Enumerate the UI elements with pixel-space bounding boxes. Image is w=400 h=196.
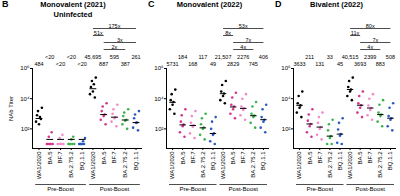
html-text:B: B [2,0,9,9]
svg-text:7x: 7x [372,37,378,43]
svg-text:21,507: 21,507 [215,54,232,60]
svg-text:3693: 3693 [354,61,366,67]
svg-text:WA1/2020: WA1/2020 [36,151,42,179]
svg-text:BQ.1.1: BQ.1.1 [260,151,266,170]
svg-text:117: 117 [198,54,207,60]
svg-text:BA.5: BA.5 [230,151,236,165]
svg-text:10⁴: 10⁴ [20,96,30,102]
svg-text:10⁴: 10⁴ [154,96,164,102]
svg-text:<20: <20 [56,61,65,67]
svg-text:10⁴: 10⁴ [281,96,291,102]
svg-text:11x: 11x [351,30,360,36]
svg-text:<20: <20 [67,54,76,60]
svg-text:131: 131 [315,61,324,67]
html-text:Uninfected: Uninfected [53,9,93,19]
svg-text:53x: 53x [239,23,248,29]
svg-text:406: 406 [259,54,268,60]
svg-text:Post-Boost: Post-Boost [229,186,259,192]
svg-text:<20: <20 [77,61,86,67]
html-text:D: D [275,0,282,9]
svg-text:BQ.1.1: BQ.1.1 [79,151,85,170]
svg-text:508: 508 [386,54,395,60]
svg-text:211: 211 [305,54,314,60]
svg-text:BA.2.75.2: BA.2.75.2 [250,151,256,178]
svg-text:WA1/2020: WA1/2020 [169,151,175,179]
svg-text:745: 745 [249,61,258,67]
svg-text:Post-Boost: Post-Boost [100,186,130,192]
svg-text:4x: 4x [240,44,246,50]
svg-text:BA.2.75.2: BA.2.75.2 [122,151,128,178]
svg-text:168: 168 [188,61,197,67]
svg-text:45: 45 [337,61,343,67]
svg-text:WA1/2020: WA1/2020 [296,151,302,179]
html-text:Monovalent (2022): Monovalent (2022) [176,0,243,9]
svg-text:10²: 10² [155,126,164,132]
svg-text:WA1/2020: WA1/2020 [220,151,226,179]
svg-text:WA1/2020: WA1/2020 [90,151,96,179]
svg-text:484: 484 [34,61,43,67]
svg-text:BA.5: BA.5 [357,151,363,165]
svg-text:Post-Boost: Post-Boost [356,186,386,192]
html-text:Bivalent (2022): Bivalent (2022) [310,0,363,9]
svg-text:10²: 10² [282,126,291,132]
svg-text:BA.2.75.2: BA.2.75.2 [68,151,74,178]
svg-text:10²: 10² [21,126,30,132]
svg-text:184: 184 [178,54,187,60]
svg-text:NAb Titer: NAb Titer [8,96,14,121]
html-text:Monovalent (2021): Monovalent (2021) [40,0,106,9]
svg-text:BQ.1.1: BQ.1.1 [387,151,393,170]
svg-text:BF.7: BF.7 [240,151,246,164]
svg-text:BQ.1.1: BQ.1.1 [337,151,343,170]
svg-text:10⁶: 10⁶ [20,65,30,71]
svg-text:3x: 3x [117,37,123,43]
svg-text:883: 883 [376,61,385,67]
svg-text:2829: 2829 [227,61,239,67]
svg-text:5731: 5731 [166,61,178,67]
svg-text:45,695: 45,695 [84,54,101,60]
svg-text:2x: 2x [112,44,118,50]
svg-text:8x: 8x [225,30,231,36]
svg-text:3633: 3633 [293,61,305,67]
svg-text:10⁶: 10⁶ [154,65,164,71]
svg-text:<20: <20 [45,54,54,60]
svg-text:BA.5: BA.5 [307,151,313,165]
svg-text:261: 261 [131,54,140,60]
svg-text:BF.7: BF.7 [317,151,323,164]
svg-text:BQ.1.1: BQ.1.1 [133,151,139,170]
svg-text:2276: 2276 [237,54,249,60]
svg-text:BF.7: BF.7 [57,151,63,164]
svg-text:Pre-Boost: Pre-Boost [47,186,74,192]
svg-text:Pre-Boost: Pre-Boost [179,186,206,192]
html-text:C: C [148,0,155,9]
svg-text:33: 33 [327,54,333,60]
svg-text:BA.5: BA.5 [180,151,186,165]
svg-text:595: 595 [110,54,119,60]
svg-text:BA.5: BA.5 [47,151,53,165]
svg-text:Pre-Boost: Pre-Boost [306,186,333,192]
svg-text:BA.2.75.2: BA.2.75.2 [327,151,333,178]
svg-text:175x: 175x [108,23,120,29]
svg-text:BF.7: BF.7 [367,151,373,164]
svg-text:BF.7: BF.7 [111,151,117,164]
svg-text:BA.2.75.2: BA.2.75.2 [377,151,383,178]
svg-text:80x: 80x [366,23,375,29]
svg-text:BA.5: BA.5 [101,151,107,165]
svg-text:BQ.1.1: BQ.1.1 [210,151,216,170]
svg-text:51x: 51x [94,30,103,36]
svg-text:4x: 4x [367,44,373,50]
svg-text:387: 387 [121,61,130,67]
svg-text:2399: 2399 [364,54,376,60]
svg-text:BA.2.75.2: BA.2.75.2 [200,151,206,178]
svg-text:40,515: 40,515 [342,54,359,60]
svg-text:7x: 7x [245,37,251,43]
svg-text:49: 49 [210,61,216,67]
svg-text:10⁶: 10⁶ [281,65,291,71]
svg-text:BF.7: BF.7 [190,151,196,164]
svg-text:WA1/2020: WA1/2020 [347,151,353,179]
svg-text:887: 887 [99,61,108,67]
